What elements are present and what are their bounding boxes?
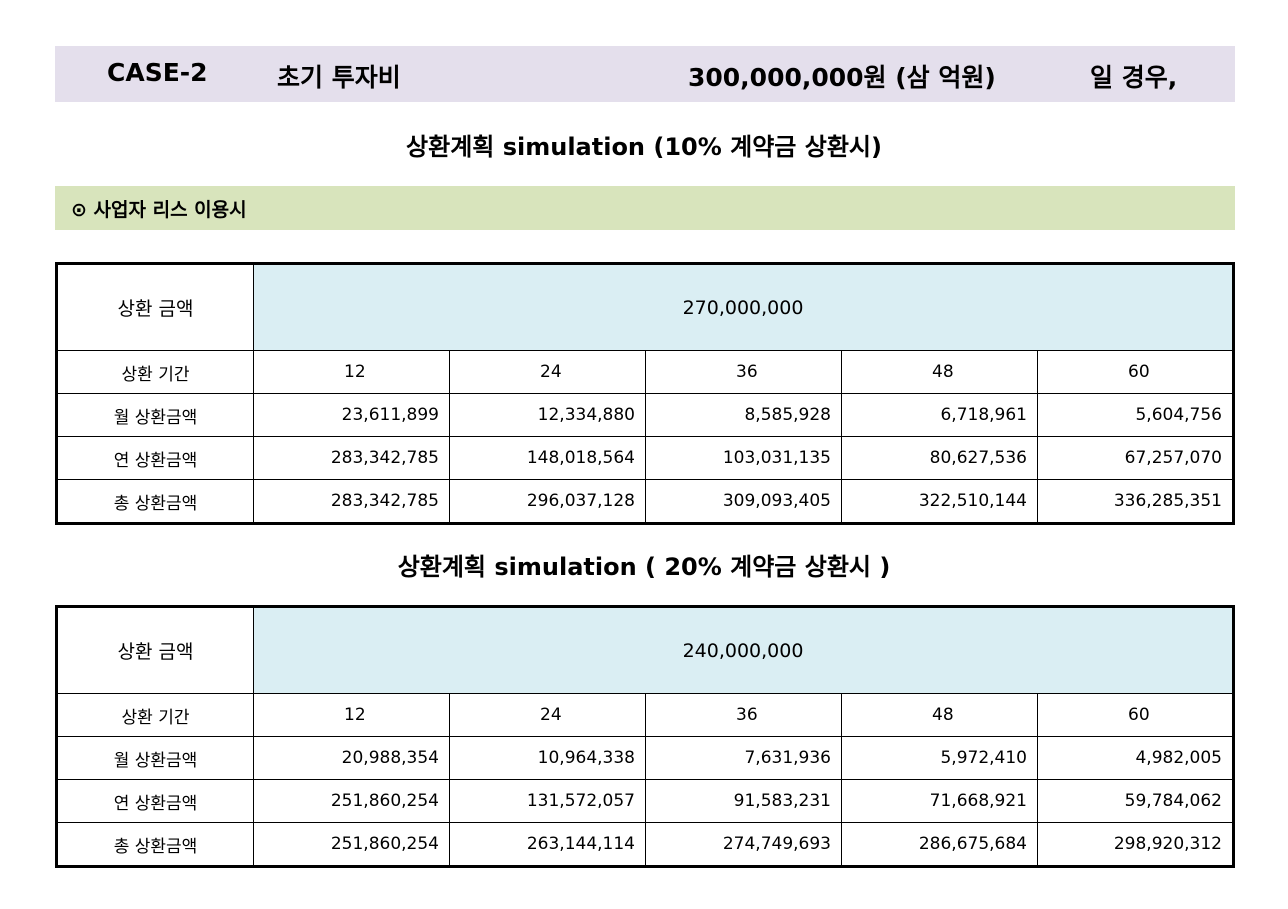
investment-label: 초기 투자비 bbox=[277, 63, 401, 92]
value-cell: 309,093,405 bbox=[645, 479, 842, 524]
value-cell: 71,668,921 bbox=[841, 779, 1038, 823]
value-cell: 274,749,693 bbox=[645, 822, 842, 867]
table-row: 연 상환금액 283,342,785 148,018,564 103,031,135 8… bbox=[56, 436, 1234, 480]
period-row: 상환 기간 12 24 36 48 60 bbox=[56, 693, 1234, 737]
repayment-table: 상환 금액 270,000,000 상환 기간 12 24 36 48 60 월 상환금액 23,… bbox=[55, 262, 1235, 525]
value-cell: 131,572,057 bbox=[449, 779, 646, 823]
value-cell: 20,988,354 bbox=[253, 736, 450, 780]
case-label: CASE-2 bbox=[107, 58, 208, 87]
row-label: 총 상환금액 bbox=[56, 822, 254, 867]
period-cell: 12 bbox=[253, 693, 450, 737]
table-row: 연 상환금액 251,860,254 131,572,057 91,583,231 71… bbox=[56, 779, 1234, 823]
table-title-2: 상환계획 simulation ( 20% 계약금 상환시 ) bbox=[397, 553, 891, 581]
value-cell: 322,510,144 bbox=[841, 479, 1038, 524]
amount-label: 상환 금액 bbox=[56, 606, 254, 694]
period-cell: 36 bbox=[645, 350, 842, 394]
period-cell: 60 bbox=[1037, 693, 1234, 737]
amount-row: 상환 금액 270,000,000 bbox=[56, 263, 1234, 351]
amount-row: 상환 금액 240,000,000 bbox=[56, 606, 1234, 694]
value-cell: 4,982,005 bbox=[1037, 736, 1234, 780]
value-cell: 5,604,756 bbox=[1037, 393, 1234, 437]
period-row: 상환 기간 12 24 36 48 60 bbox=[56, 350, 1234, 394]
row-label: 월 상환금액 bbox=[56, 393, 254, 437]
table-row: 월 상환금액 23,611,899 12,334,880 8,585,928 6,718… bbox=[56, 393, 1234, 437]
period-cell: 60 bbox=[1037, 350, 1234, 394]
amount-label: 상환 금액 bbox=[56, 263, 254, 351]
value-cell: 103,031,135 bbox=[645, 436, 842, 480]
period-cell: 24 bbox=[449, 693, 646, 737]
investment-amount: 300,000,000원 (삼 억원) bbox=[688, 63, 996, 92]
value-cell: 12,334,880 bbox=[449, 393, 646, 437]
row-label: 월 상환금액 bbox=[56, 736, 254, 780]
value-cell: 91,583,231 bbox=[645, 779, 842, 823]
value-cell: 80,627,536 bbox=[841, 436, 1038, 480]
case-suffix: 일 경우, bbox=[1090, 63, 1178, 92]
value-cell: 283,342,785 bbox=[253, 436, 450, 480]
value-cell: 67,257,070 bbox=[1037, 436, 1234, 480]
value-cell: 296,037,128 bbox=[449, 479, 646, 524]
period-cell: 48 bbox=[841, 693, 1038, 737]
table-row: 총 상환금액 251,860,254 263,144,114 274,749,693 2… bbox=[56, 822, 1234, 867]
row-label: 연 상환금액 bbox=[56, 779, 254, 823]
value-cell: 263,144,114 bbox=[449, 822, 646, 867]
row-label: 연 상환금액 bbox=[56, 436, 254, 480]
value-cell: 148,018,564 bbox=[449, 436, 646, 480]
section-band: ⊙ 사업자 리스 이용시 bbox=[55, 186, 1235, 230]
period-label: 상환 기간 bbox=[56, 350, 254, 394]
period-cell: 12 bbox=[253, 350, 450, 394]
period-label: 상환 기간 bbox=[56, 693, 254, 737]
amount-value: 240,000,000 bbox=[253, 606, 1234, 694]
table-row: 총 상환금액 283,342,785 296,037,128 309,093,405 3… bbox=[56, 479, 1234, 524]
value-cell: 336,285,351 bbox=[1037, 479, 1234, 524]
value-cell: 251,860,254 bbox=[253, 822, 450, 867]
repayment-table: 상환 금액 240,000,000 상환 기간 12 24 36 48 60 월 상환금액 20,… bbox=[55, 605, 1235, 868]
value-cell: 251,860,254 bbox=[253, 779, 450, 823]
value-cell: 7,631,936 bbox=[645, 736, 842, 780]
value-cell: 23,611,899 bbox=[253, 393, 450, 437]
amount-value: 270,000,000 bbox=[253, 263, 1234, 351]
value-cell: 10,964,338 bbox=[449, 736, 646, 780]
value-cell: 286,675,684 bbox=[841, 822, 1038, 867]
section-label: ⊙ 사업자 리스 이용시 bbox=[71, 199, 247, 221]
value-cell: 59,784,062 bbox=[1037, 779, 1234, 823]
period-cell: 36 bbox=[645, 693, 842, 737]
table-title-1: 상환계획 simulation (10% 계약금 상환시) bbox=[406, 133, 882, 161]
period-cell: 48 bbox=[841, 350, 1038, 394]
value-cell: 283,342,785 bbox=[253, 479, 450, 524]
value-cell: 6,718,961 bbox=[841, 393, 1038, 437]
value-cell: 5,972,410 bbox=[841, 736, 1038, 780]
table-row: 월 상환금액 20,988,354 10,964,338 7,631,936 5,972… bbox=[56, 736, 1234, 780]
value-cell: 8,585,928 bbox=[645, 393, 842, 437]
case-header-band: CASE-2 초기 투자비 300,000,000원 (삼 억원) 일 경우, bbox=[55, 46, 1235, 102]
period-cell: 24 bbox=[449, 350, 646, 394]
value-cell: 298,920,312 bbox=[1037, 822, 1234, 867]
row-label: 총 상환금액 bbox=[56, 479, 254, 524]
